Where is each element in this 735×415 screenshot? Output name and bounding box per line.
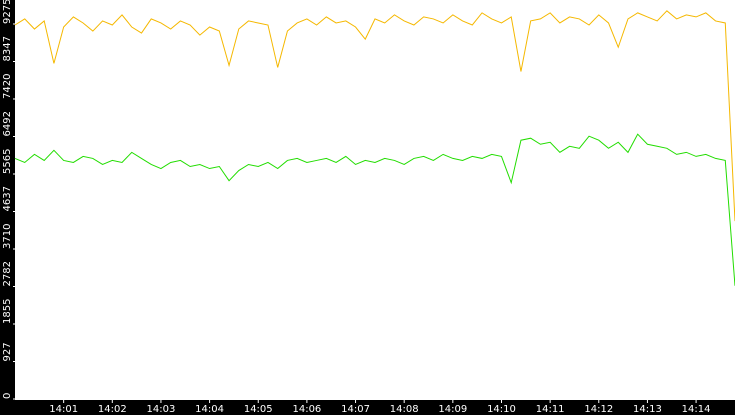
x-tick-label: 14:04 xyxy=(195,404,224,415)
y-axis-band xyxy=(0,0,15,415)
data-line xyxy=(14,133,735,286)
x-tick-label: 14:14 xyxy=(682,404,711,415)
x-tick-label: 14:05 xyxy=(244,404,273,415)
y-tick-label: 0 xyxy=(2,393,13,399)
y-tick-label: 2782 xyxy=(2,261,13,286)
y-tick-label: 9275 xyxy=(2,0,13,24)
x-tick-label: 14:03 xyxy=(147,404,176,415)
y-tick-label: 4637 xyxy=(2,186,13,211)
x-tick-label: 14:10 xyxy=(487,404,516,415)
y-tick-label: 3710 xyxy=(2,224,13,249)
y-tick-label: 5565 xyxy=(2,149,13,174)
x-tick-label: 14:06 xyxy=(292,404,321,415)
x-tick-label: 14:13 xyxy=(633,404,662,415)
x-tick-label: 14:01 xyxy=(49,404,78,415)
x-tick-label: 14:02 xyxy=(98,404,127,415)
x-tick-label: 14:08 xyxy=(390,404,419,415)
y-tick-label: 6492 xyxy=(2,111,13,136)
data-line xyxy=(14,10,735,222)
y-tick-label: 1855 xyxy=(2,299,13,324)
y-tick-label: 8347 xyxy=(2,36,13,61)
y-tick-label: 7420 xyxy=(2,74,13,99)
y-tick-label: 927 xyxy=(2,342,13,361)
x-tick-label: 14:07 xyxy=(341,404,370,415)
x-tick-label: 14:09 xyxy=(438,404,467,415)
x-tick-label: 14:11 xyxy=(536,404,565,415)
x-axis-band xyxy=(0,400,735,415)
x-tick-label: 14:12 xyxy=(584,404,613,415)
